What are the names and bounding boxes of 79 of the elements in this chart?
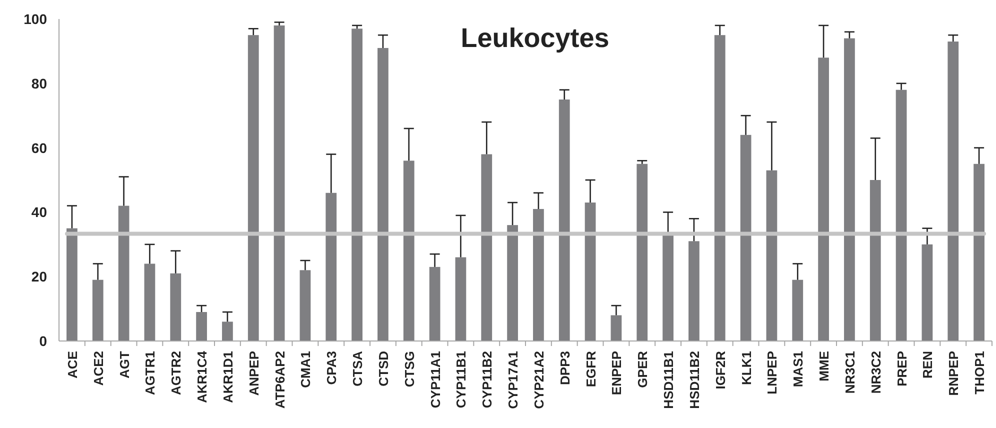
x-tick-label: AKR1D1 xyxy=(220,351,236,404)
bar xyxy=(948,42,959,341)
bar xyxy=(170,273,182,341)
bar xyxy=(974,164,984,341)
x-tick-label: AGTR2 xyxy=(168,351,184,396)
bar xyxy=(740,134,752,341)
bar xyxy=(352,28,362,341)
x-tick-label: CYP11A1 xyxy=(428,351,443,408)
bar xyxy=(533,208,544,341)
bar xyxy=(429,266,440,341)
bar xyxy=(766,170,778,341)
y-tick-label: 60 xyxy=(31,140,48,156)
bar xyxy=(66,228,78,341)
bar xyxy=(558,100,570,341)
x-tick-label: CYP17A1 xyxy=(506,351,521,409)
bar xyxy=(636,164,648,341)
x-tick-label: ATP6AP2 xyxy=(272,351,288,409)
x-tick-label: MME xyxy=(816,350,832,382)
bar xyxy=(844,38,855,341)
bar xyxy=(481,154,492,341)
x-tick-label: ACE2 xyxy=(90,351,106,386)
bar xyxy=(403,160,414,341)
x-tick-label: CYP11B1 xyxy=(454,351,469,408)
bar xyxy=(196,312,207,341)
bar xyxy=(610,315,622,341)
x-tick-label: LNPEP xyxy=(764,350,780,394)
x-tick-label: CPA3 xyxy=(324,351,340,385)
x-tick-label: NR3C1 xyxy=(842,351,858,394)
x-tick-label: ANPEP xyxy=(246,350,262,396)
x-tick-label: GPER xyxy=(635,350,650,388)
bar xyxy=(300,270,311,341)
bar xyxy=(714,35,726,341)
bar xyxy=(818,58,829,341)
bar xyxy=(792,280,804,341)
x-tick-label: PREP xyxy=(894,350,910,386)
x-tick-label: CTSG xyxy=(402,351,417,388)
x-tick-label: CMA1 xyxy=(298,351,314,388)
bar xyxy=(584,202,596,341)
x-tick-label: CYP11B2 xyxy=(480,351,495,408)
x-tick-label: ACE xyxy=(64,350,80,378)
bar xyxy=(507,225,518,341)
bar xyxy=(455,257,466,341)
x-tick-label: AKR1C4 xyxy=(194,350,210,404)
y-tick-label: 20 xyxy=(31,268,48,285)
x-tick-label: IGF2R xyxy=(712,350,728,390)
x-tick-label: HSD11B2 xyxy=(686,351,702,409)
bar xyxy=(222,322,233,341)
bar xyxy=(662,234,674,341)
y-tick-label: 100 xyxy=(24,11,48,27)
x-tick-label: NR3C2 xyxy=(868,351,884,394)
x-tick-label: EGFR xyxy=(583,350,598,388)
bar xyxy=(896,90,907,341)
y-tick-label: 80 xyxy=(31,75,48,92)
y-tick-label: 0 xyxy=(39,333,48,349)
bar xyxy=(378,48,388,341)
x-tick-label: REN xyxy=(920,351,936,378)
bar xyxy=(274,25,285,341)
x-tick-label: CTSA xyxy=(350,350,366,386)
x-tick-label: HSD11B1 xyxy=(661,351,676,409)
bar xyxy=(922,244,933,341)
y-tick-label: 40 xyxy=(31,204,48,220)
bar xyxy=(118,206,130,341)
chart-title: Leukocytes xyxy=(460,23,610,53)
x-tick-label: CTSD xyxy=(376,351,391,386)
bar xyxy=(688,241,700,341)
x-tick-label: DPP3 xyxy=(557,351,572,385)
x-tick-label: THOP1 xyxy=(972,351,988,394)
x-tick-label: AGT xyxy=(116,350,132,378)
x-tick-label: KLK1 xyxy=(738,351,754,385)
bar xyxy=(870,180,881,341)
x-tick-label: MAS1 xyxy=(790,351,806,388)
bar xyxy=(248,35,259,341)
x-tick-label: RNPEP xyxy=(946,350,962,396)
x-tick-label: ENPEP xyxy=(609,350,624,396)
x-tick-label: CYP21A2 xyxy=(531,351,546,409)
bar xyxy=(144,264,156,341)
x-tick-label: AGTR1 xyxy=(142,351,158,396)
bar xyxy=(326,192,337,341)
bar xyxy=(92,280,104,341)
